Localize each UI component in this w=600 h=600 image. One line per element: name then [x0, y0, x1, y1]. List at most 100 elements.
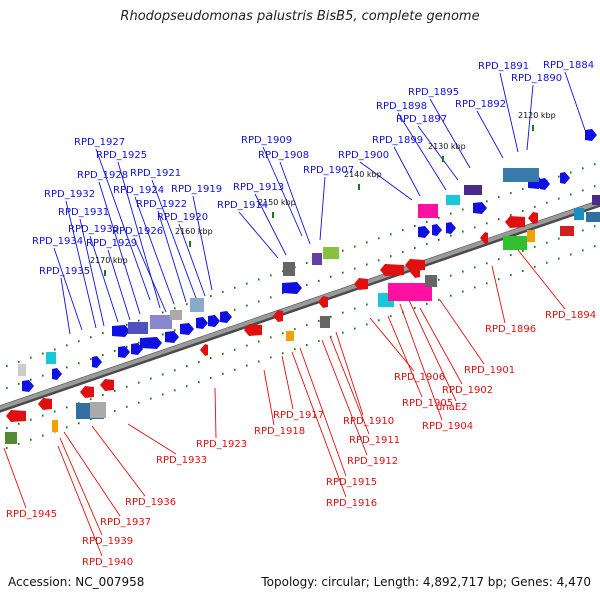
feature-block: [574, 208, 584, 220]
reverse-gene: [505, 216, 525, 228]
forward-gene: [208, 315, 220, 327]
feature-block: [592, 195, 600, 205]
track-dot-3: [138, 401, 140, 404]
scale-tick-mark: [442, 156, 444, 162]
track-dot-1: [330, 275, 332, 278]
track-dot-2: [42, 414, 44, 417]
reverse-gene-label: RPD_1904: [422, 421, 473, 432]
reverse-gene-label: RPD_1933: [156, 455, 207, 466]
track-dot-3: [570, 253, 572, 256]
track-dot-0: [354, 245, 356, 248]
reverse-gene-label: RPD_1939: [82, 536, 133, 547]
reverse-gene-label: RPD_1905: [402, 398, 453, 409]
forward-gene: [560, 172, 570, 184]
track-dot-1: [354, 267, 356, 270]
scale-tick-label: 2130 kbp: [428, 142, 466, 151]
forward-gene: [52, 368, 62, 380]
track-dot-0: [342, 249, 344, 252]
reverse-leader-line: [291, 351, 347, 498]
track-dot-2: [462, 270, 464, 273]
track-dot-3: [378, 319, 380, 322]
track-dot-0: [462, 208, 464, 211]
track-dot-2: [474, 266, 476, 269]
track-dot-0: [210, 294, 212, 297]
forward-gene-label: RPD_1908: [258, 150, 309, 161]
track-dot-1: [438, 238, 440, 241]
forward-leader-line: [79, 218, 105, 327]
track-dot-3: [294, 348, 296, 351]
track-dot-3: [90, 418, 92, 421]
feature-block: [170, 310, 182, 320]
reverse-gene: [80, 386, 94, 398]
forward-leader-line: [262, 146, 303, 237]
forward-leader-line: [417, 125, 459, 181]
track-dot-1: [270, 296, 272, 299]
track-dot-3: [462, 290, 464, 293]
track-dot-0: [390, 233, 392, 236]
track-dot-1: [318, 279, 320, 282]
reverse-gene: [273, 310, 283, 322]
forward-leader-line: [95, 148, 151, 301]
forward-leader-line: [157, 210, 187, 303]
reverse-gene: [528, 212, 538, 224]
forward-gene-label: RPD_1900: [338, 150, 389, 161]
track-dot-2: [114, 389, 116, 392]
track-dot-3: [222, 372, 224, 375]
feature-block: [286, 331, 294, 341]
track-dot-2: [198, 361, 200, 364]
track-dot-1: [114, 349, 116, 352]
track-dot-0: [378, 237, 380, 240]
track-dot-0: [426, 220, 428, 223]
track-dot-2: [18, 422, 20, 425]
reverse-gene-label: RPD_1912: [347, 456, 398, 467]
track-dot-3: [438, 298, 440, 301]
track-dot-3: [282, 352, 284, 355]
track-dot-1: [462, 230, 464, 233]
forward-leader-line: [117, 161, 161, 309]
track-dot-0: [174, 307, 176, 310]
track-dot-0: [246, 282, 248, 285]
forward-leader-line: [254, 193, 287, 256]
track-dot-1: [498, 218, 500, 221]
track-dot-3: [150, 397, 152, 400]
track-dot-3: [414, 306, 416, 309]
reverse-leader-line: [407, 297, 457, 402]
reverse-gene-label: RPD_1916: [326, 498, 377, 509]
track-dot-1: [30, 378, 32, 381]
feature-block: [527, 230, 535, 242]
track-dot-0: [138, 319, 140, 322]
reverse-gene: [100, 379, 114, 391]
track-dot-1: [426, 242, 428, 245]
track-dot-3: [258, 360, 260, 363]
track-dot-2: [90, 398, 92, 401]
forward-gene-label: RPD_1898: [376, 101, 427, 112]
track-dot-3: [450, 294, 452, 297]
track-dot-3: [366, 323, 368, 326]
scale-tick-mark: [104, 270, 106, 276]
track-dot-3: [198, 381, 200, 384]
backbone: [0, 200, 600, 411]
track-dot-1: [450, 234, 452, 237]
reverse-gene: [480, 232, 488, 244]
track-dot-3: [522, 269, 524, 272]
forward-gene-label: RPD_1934: [32, 236, 83, 247]
track-dot-2: [498, 258, 500, 261]
forward-gene-label: RPD_1927: [74, 137, 125, 148]
track-dot-1: [174, 329, 176, 332]
forward-gene: [418, 226, 430, 238]
track-dot-1: [594, 185, 596, 188]
forward-gene: [473, 202, 487, 214]
track-dot-3: [42, 434, 44, 437]
forward-leader-line: [65, 200, 97, 329]
forward-gene-label: RPD_1897: [396, 114, 447, 125]
forward-gene-label: RPD_1928: [77, 170, 128, 181]
reverse-gene: [38, 398, 52, 410]
track-dot-3: [594, 245, 596, 248]
track-dot-3: [6, 446, 8, 449]
track-dot-0: [162, 311, 164, 314]
feature-block: [586, 212, 600, 222]
track-dot-0: [30, 356, 32, 359]
scale-tick-label: 2140 kbp: [344, 170, 382, 179]
forward-leader-line: [98, 181, 141, 315]
